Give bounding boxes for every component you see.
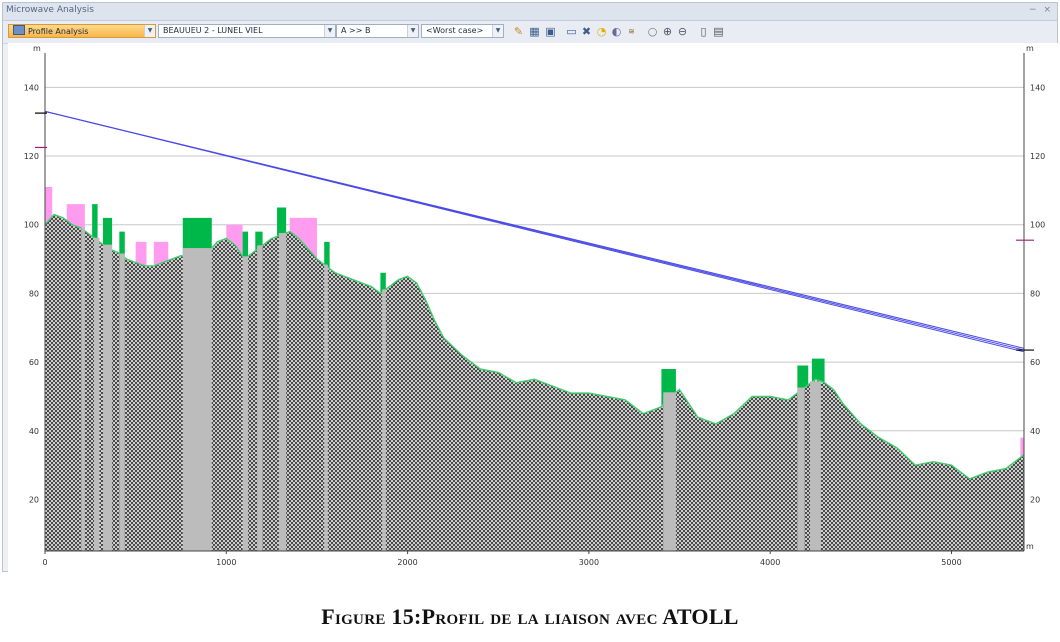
clutter-green [380, 272, 386, 294]
y-axis-unit-left: m [33, 44, 41, 53]
obstacle-band [119, 253, 125, 551]
y-tick-label-left: 140 [24, 83, 39, 92]
clutter-green [324, 241, 330, 269]
window-controls[interactable]: − × [1029, 5, 1053, 15]
direction-select-value: A >> B [341, 26, 371, 35]
beam-line-3 [44, 110, 1025, 349]
link-select-value: BEAUUEU 2 - LUNEL VIEL [163, 26, 263, 35]
y-tick-label-right: 20 [1030, 495, 1040, 504]
properties-icon[interactable]: ✎ [513, 25, 524, 38]
y-tick-label-left: 80 [29, 289, 39, 298]
y-tick-label-right: 40 [1030, 427, 1040, 436]
tools-icon[interactable]: ✖ [581, 25, 592, 38]
y-tick-label-left: 60 [29, 358, 39, 367]
clutter-pink [135, 241, 147, 266]
chevron-down-icon[interactable]: ▼ [144, 25, 155, 37]
clutter-green [242, 231, 249, 260]
case-select-value: <Worst case> [426, 26, 484, 35]
title-bar: Microwave Analysis − × [3, 3, 1057, 21]
speaker-icon[interactable]: ◐ [611, 25, 622, 38]
profile-chart-svg: 20 20 40 40 60 60 80 80 100 100 120 120 140 140 0 1000 2… [24, 44, 1046, 567]
figure-caption: Figure 15:Profil de la liaison avec ATOL… [321, 604, 739, 629]
x-tick-label: 3000 [579, 558, 599, 567]
clutter-pink [289, 217, 317, 260]
terrain-area [45, 214, 1024, 551]
view-select[interactable]: Profile Analysis ▼ [8, 24, 156, 38]
obstacle-band [182, 248, 212, 551]
x-tick-label: 5000 [941, 558, 961, 567]
y-tick-label-right: 120 [1030, 152, 1045, 161]
direction-select[interactable]: A >> B ▼ [336, 24, 419, 38]
zoom-out-icon[interactable]: ⊖ [677, 25, 688, 38]
clutter-green [119, 231, 125, 258]
obstacle-band [324, 264, 328, 551]
view-select-value: Profile Analysis [28, 27, 89, 36]
fit-icon[interactable]: ▣ [545, 25, 556, 38]
obstacle-band [797, 387, 805, 551]
grid-icon[interactable]: ▦ [529, 25, 540, 38]
chevron-down-icon[interactable]: ▼ [407, 25, 418, 37]
chevron-down-icon[interactable]: ▼ [324, 25, 335, 37]
clutter-pink [45, 186, 53, 225]
clutter-green [277, 207, 287, 237]
signal-icon[interactable]: ≋ [628, 27, 635, 36]
clutter-pink [153, 241, 169, 266]
y-tick-label-left: 40 [29, 427, 39, 436]
clutter-pink [66, 204, 85, 231]
obstacle-band [103, 244, 113, 551]
clutter-pink [226, 224, 243, 257]
x-tick-label: 2000 [397, 558, 417, 567]
x-tick-label: 1000 [216, 558, 236, 567]
y-axis-unit-right: m [1026, 44, 1034, 53]
chevron-down-icon[interactable]: ▼ [492, 25, 503, 37]
y-tick-label-left: 100 [24, 221, 39, 230]
obstacle-band [663, 392, 676, 551]
clutter-green [811, 358, 825, 383]
view-select-icon [13, 25, 25, 35]
profile-chart[interactable]: 20 20 40 40 60 60 80 80 100 100 120 120 140 140 0 1000 2… [8, 43, 1058, 573]
y-tick-label-right: 60 [1030, 358, 1040, 367]
y-tick-label-left: 120 [24, 152, 39, 161]
obstacle-band [242, 256, 249, 551]
x-tick-label: 4000 [760, 558, 780, 567]
y-tick-label-left: 20 [29, 495, 39, 504]
window-title: Microwave Analysis [6, 5, 94, 15]
clutter-green [92, 204, 98, 241]
y-tick-label-right: 80 [1030, 289, 1040, 298]
y-tick-label-right: 100 [1030, 221, 1045, 230]
obstacle-band [278, 232, 287, 551]
x-tick-label: 0 [42, 558, 47, 567]
comment-icon[interactable]: ◔ [596, 25, 607, 38]
print-icon[interactable]: ▤ [713, 25, 724, 38]
obstacle-band [810, 381, 821, 551]
zoom-in-icon[interactable]: ⊕ [662, 25, 673, 38]
pan-icon[interactable]: ○ [647, 25, 658, 38]
clutter-pink [1020, 437, 1024, 458]
link-select[interactable]: BEAUUEU 2 - LUNEL VIEL ▼ [158, 24, 336, 38]
obstacle-band [93, 237, 100, 551]
obstacle-band [382, 289, 386, 551]
monitor-icon[interactable]: ▭ [566, 25, 577, 38]
microwave-analysis-window: Microwave Analysis − × Profile Analysis … [2, 2, 1058, 573]
terrain-outline [44, 213, 1025, 480]
toolbar: Profile Analysis ▼ BEAUUEU 2 - LUNEL VIE… [3, 21, 1057, 44]
obstacle-band [257, 245, 263, 551]
case-select[interactable]: <Worst case> ▼ [421, 24, 504, 38]
copy-icon[interactable]: ▯ [700, 25, 707, 38]
obstacle-band [81, 228, 85, 551]
y-tick-label-right: 140 [1030, 83, 1045, 92]
x-axis-unit: m [1026, 542, 1034, 551]
clutter-green [103, 217, 113, 251]
